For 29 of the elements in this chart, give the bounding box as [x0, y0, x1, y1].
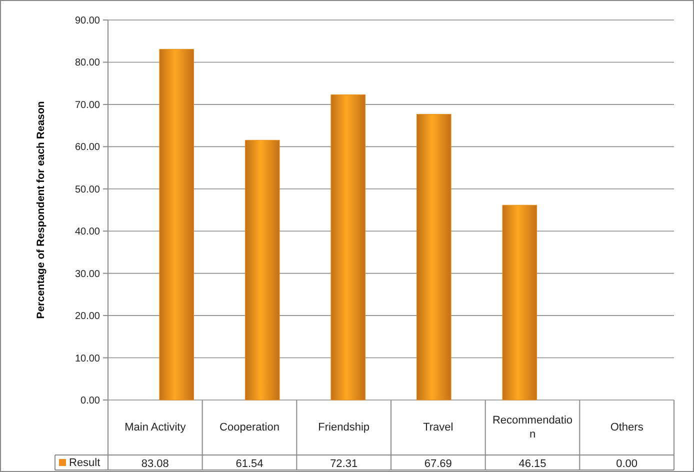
x-tick-label: Others	[610, 422, 644, 434]
data-label: 72.31	[330, 458, 358, 470]
y-tick-label: 0.00	[80, 396, 100, 406]
x-tick-label: Main Activity	[124, 422, 186, 434]
y-tick-label: 70.00	[74, 100, 100, 111]
y-tick-label: 60.00	[74, 142, 100, 154]
data-label: 83.08	[141, 458, 169, 470]
x-tick-label: Recommendation	[492, 414, 573, 440]
legend-label: Result	[69, 457, 100, 469]
y-axis-title: Percentage of Respondent for each Reason	[35, 101, 47, 319]
bar	[502, 204, 538, 400]
y-tick-label: 10.00	[74, 353, 100, 364]
y-tick-label: 90.00	[74, 16, 100, 26]
x-tick-label: Friendship	[318, 422, 370, 434]
y-tick-label: 30.00	[74, 268, 100, 280]
y-tick-label: 80.00	[74, 58, 100, 69]
data-label: 61.54	[236, 458, 264, 470]
bar	[416, 114, 452, 400]
x-tick-label: Cooperation	[220, 422, 280, 434]
bar	[159, 48, 194, 400]
y-tick-label: 20.00	[74, 311, 100, 322]
y-tick-label: 40.00	[74, 226, 100, 238]
data-label: 67.69	[424, 458, 452, 470]
x-tick-label: Travel	[423, 422, 454, 434]
y-tick-label: 50.00	[74, 184, 100, 196]
data-label: 0.00	[616, 458, 638, 470]
bar	[330, 94, 366, 400]
data-label: 46.15	[518, 458, 546, 470]
bar	[244, 140, 280, 400]
